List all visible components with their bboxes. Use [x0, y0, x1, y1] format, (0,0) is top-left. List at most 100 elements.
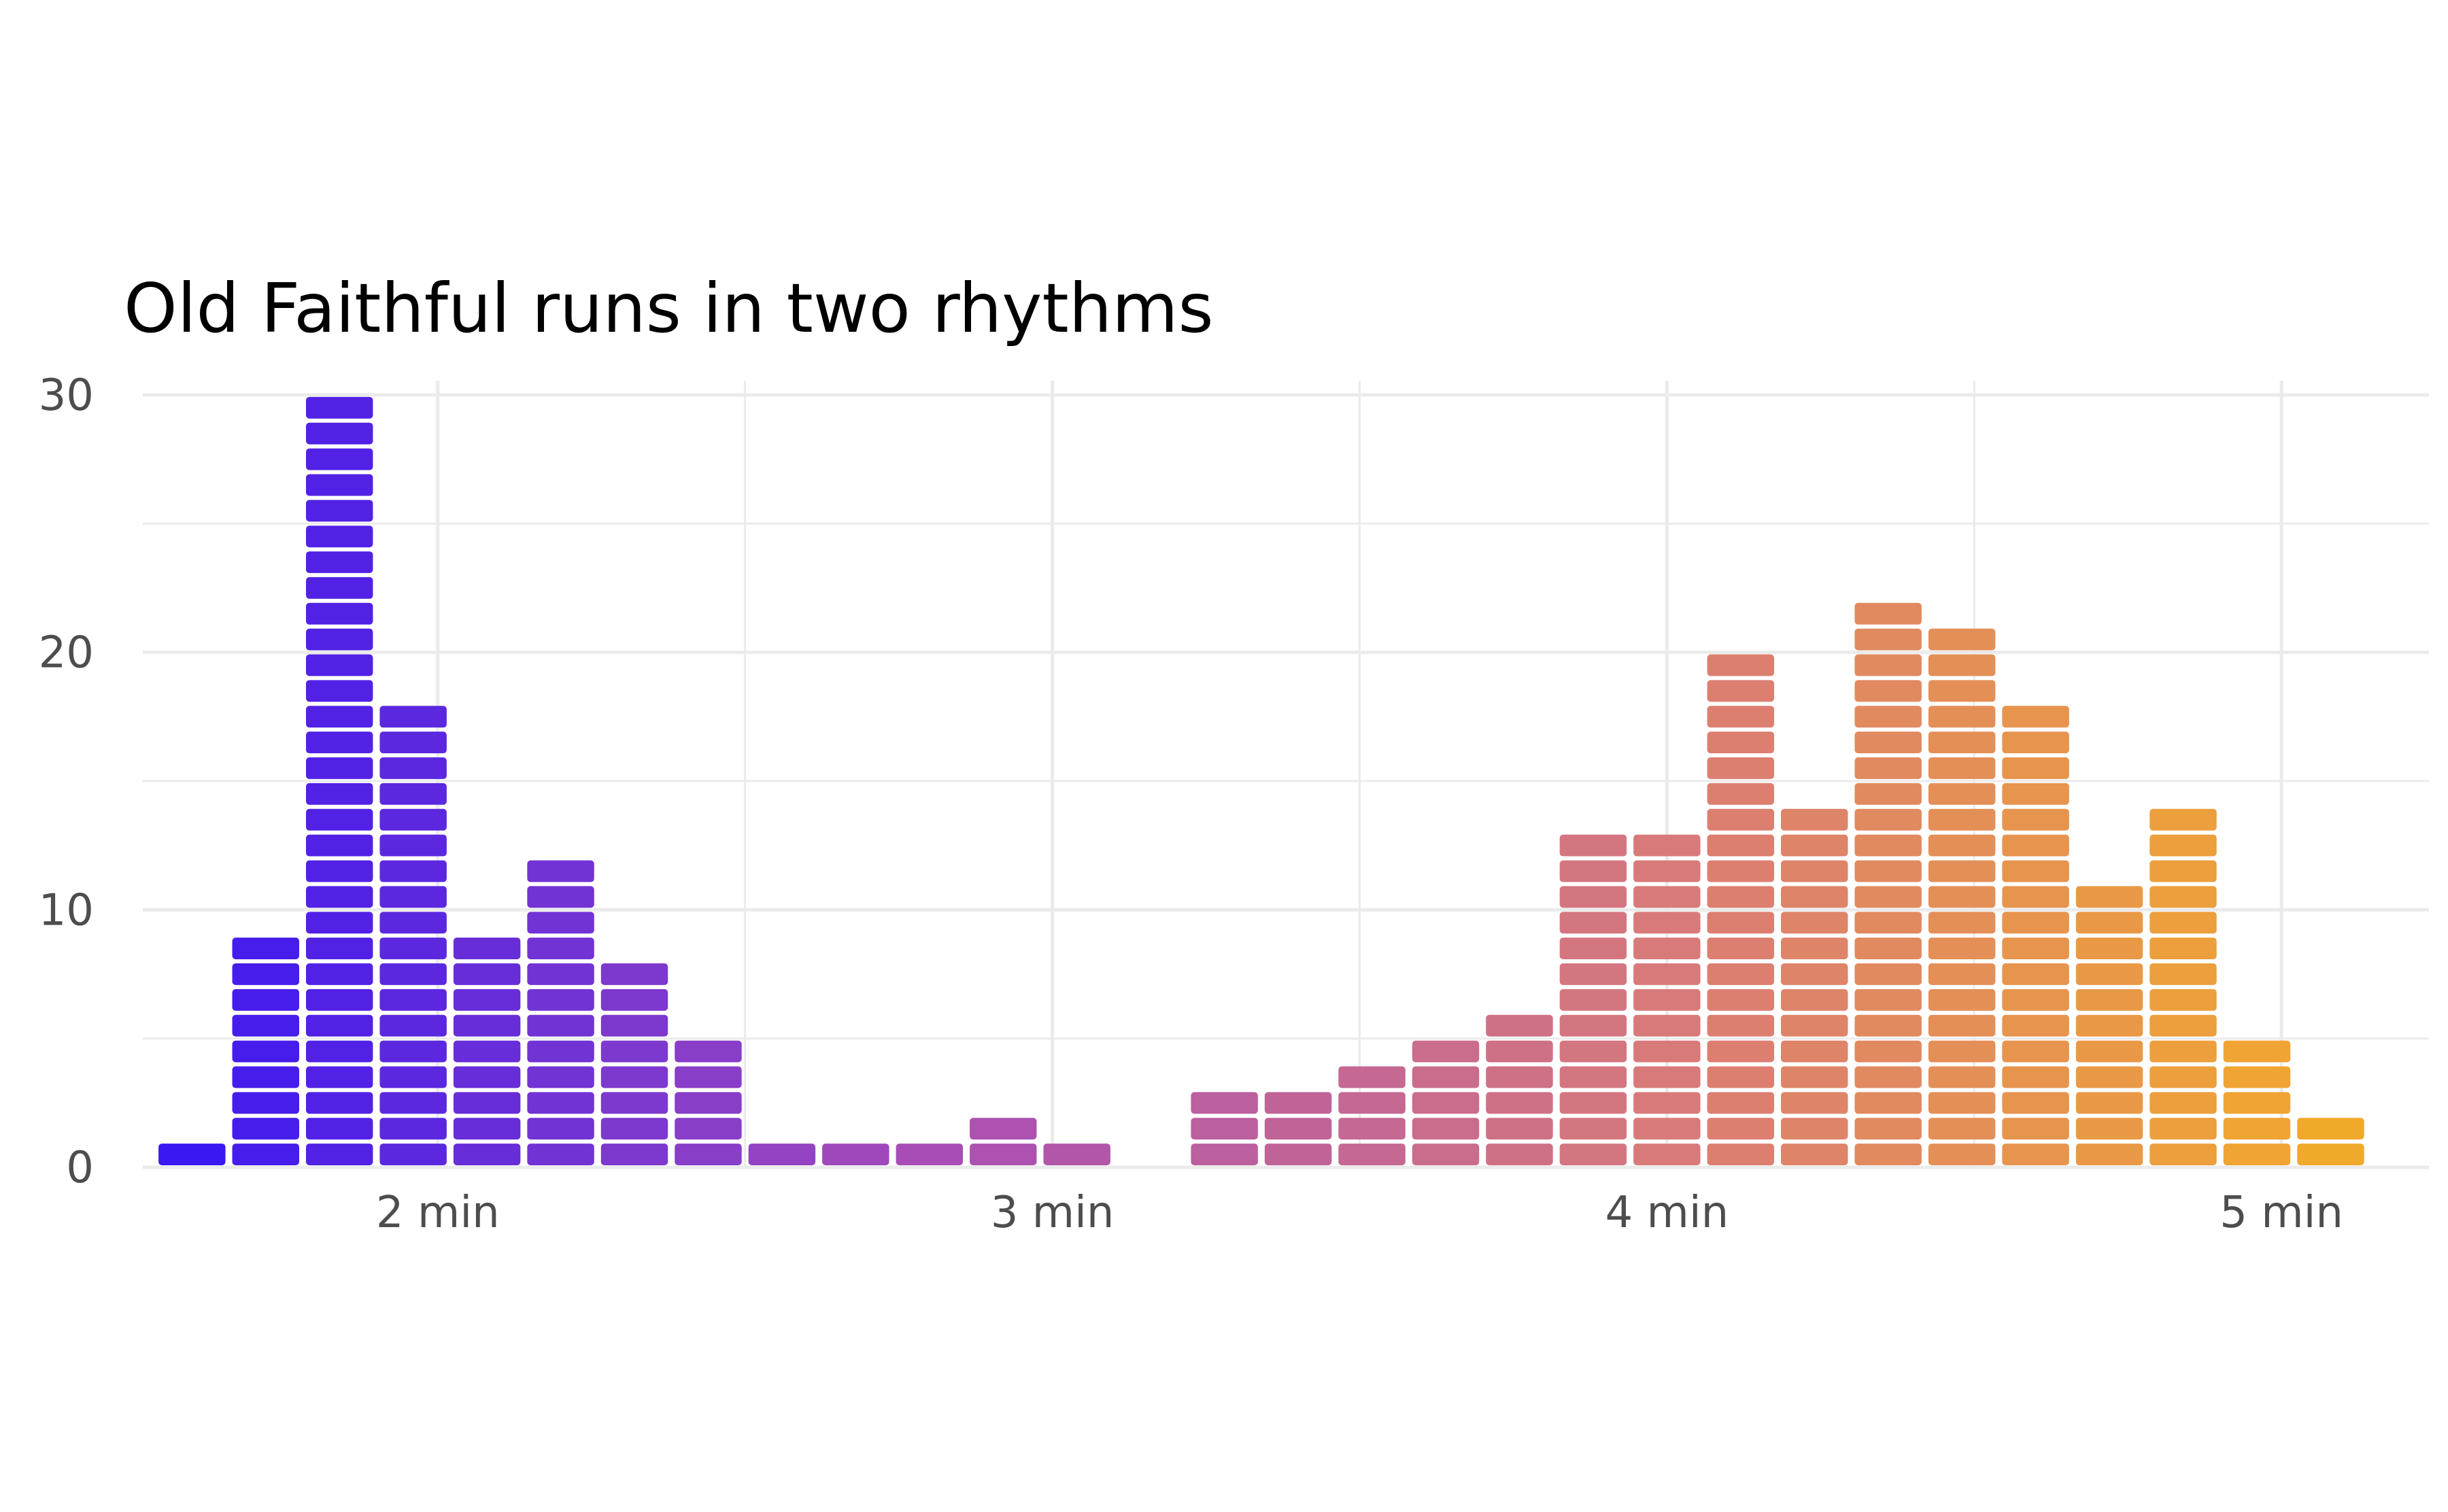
bar-unit-block	[527, 989, 594, 1011]
bar-unit-block	[1854, 860, 1922, 882]
bar-unit-block	[379, 886, 447, 908]
bar-unit-block	[305, 526, 373, 548]
bar-unit-block	[1486, 1144, 1553, 1165]
bar-unit-block	[1854, 989, 1922, 1011]
bar-unit-block	[1781, 989, 1848, 1011]
bar-unit-block	[2149, 963, 2217, 985]
bar-unit-block	[2149, 1118, 2217, 1140]
histogram-bar	[1781, 808, 1848, 1165]
bar-unit-block	[1854, 1040, 1922, 1063]
bar-unit-block	[1191, 1144, 1258, 1165]
bar-unit-block	[1559, 1118, 1627, 1140]
bar-unit-block	[2002, 732, 2069, 754]
bar-unit-block	[1707, 757, 1775, 779]
bar-unit-block	[527, 886, 594, 908]
histogram-bar	[527, 860, 594, 1165]
bar-unit-block	[1707, 1092, 1775, 1114]
bar-unit-block	[305, 1040, 373, 1063]
bar-unit-block	[2075, 1092, 2143, 1114]
bar-unit-block	[1559, 963, 1627, 985]
bar-unit-block	[305, 654, 373, 676]
bar-unit-block	[527, 1144, 594, 1165]
bar-unit-block	[2223, 1040, 2291, 1063]
bar-unit-block	[379, 963, 447, 985]
bar-unit-block	[748, 1144, 816, 1165]
histogram-bar	[1338, 1066, 1406, 1165]
bar-unit-block	[1559, 834, 1627, 857]
bar-unit-block	[600, 1040, 668, 1063]
bar-unit-block	[1707, 912, 1775, 934]
bar-unit-block	[232, 989, 299, 1011]
bar-unit-block	[2075, 963, 2143, 985]
bar-unit-block	[2297, 1144, 2364, 1165]
bar-unit-block	[379, 938, 447, 960]
bar-unit-block	[2149, 834, 2217, 857]
bar-unit-block	[1781, 912, 1848, 934]
bar-unit-block	[1707, 1118, 1775, 1140]
bar-unit-block	[675, 1118, 742, 1140]
bar-unit-block	[1707, 680, 1775, 702]
x-tick-label: 4 min	[1605, 1188, 1729, 1238]
bar-unit-block	[305, 912, 373, 934]
bar-unit-block	[1338, 1144, 1406, 1165]
bar-unit-block	[1559, 1040, 1627, 1063]
bar-unit-block	[1928, 783, 1996, 805]
bar-unit-block	[600, 1066, 668, 1088]
bar-unit-block	[2075, 1040, 2143, 1063]
chart-title: Old Faithful runs in two rhythms	[124, 269, 1214, 348]
bar-unit-block	[305, 860, 373, 882]
bar-unit-block	[232, 1040, 299, 1063]
bar-unit-block	[1928, 1066, 1996, 1088]
bar-unit-block	[1928, 1092, 1996, 1114]
bar-unit-block	[2002, 1118, 2069, 1140]
bar-unit-block	[1559, 938, 1627, 960]
bar-unit-block	[1191, 1118, 1258, 1140]
bar-unit-block	[1633, 834, 1701, 857]
bar-unit-block	[2002, 938, 2069, 960]
histogram-bar	[2002, 706, 2069, 1165]
bar-unit-block	[2075, 912, 2143, 934]
bar-unit-block	[1928, 860, 1996, 882]
bar-unit-block	[2002, 989, 2069, 1011]
bar-unit-block	[527, 963, 594, 985]
bar-unit-block	[305, 474, 373, 496]
bar-unit-block	[1854, 912, 1922, 934]
bar-unit-block	[1781, 1040, 1848, 1063]
bar-unit-block	[1781, 1144, 1848, 1165]
y-axis: 0 10 20 30	[39, 371, 94, 1193]
bar-unit-block	[1928, 654, 1996, 676]
bar-unit-block	[1854, 732, 1922, 754]
bar-unit-block	[1633, 938, 1701, 960]
bar-unit-block	[2223, 1144, 2291, 1165]
bar-unit-block	[453, 1118, 521, 1140]
bar-unit-block	[1928, 808, 1996, 831]
bar-unit-block	[1043, 1144, 1110, 1165]
bar-unit-block	[1559, 1066, 1627, 1088]
bar-unit-block	[527, 1118, 594, 1140]
bar-unit-block	[379, 706, 447, 728]
y-tick-label: 30	[39, 371, 94, 421]
bar-unit-block	[2075, 989, 2143, 1011]
histogram-bar	[1191, 1092, 1258, 1165]
bar-unit-block	[1854, 1092, 1922, 1114]
bar-unit-block	[379, 912, 447, 934]
bar-unit-block	[1707, 808, 1775, 831]
bar-unit-block	[1928, 963, 1996, 985]
bar-unit-block	[2223, 1066, 2291, 1088]
bar-unit-block	[1928, 680, 1996, 702]
bar-unit-block	[305, 628, 373, 651]
bar-unit-block	[1707, 1040, 1775, 1063]
bar-unit-block	[600, 1118, 668, 1140]
bar-unit-block	[1559, 1014, 1627, 1037]
bar-unit-block	[232, 1066, 299, 1088]
histogram-bar	[2075, 886, 2143, 1165]
histogram-bar	[1633, 834, 1701, 1165]
bar-unit-block	[1707, 1014, 1775, 1037]
bar-unit-block	[2223, 1118, 2291, 1140]
bar-unit-block	[305, 551, 373, 573]
bar-unit-block	[305, 963, 373, 985]
bar-unit-block	[1559, 912, 1627, 934]
bar-unit-block	[2002, 1144, 2069, 1165]
